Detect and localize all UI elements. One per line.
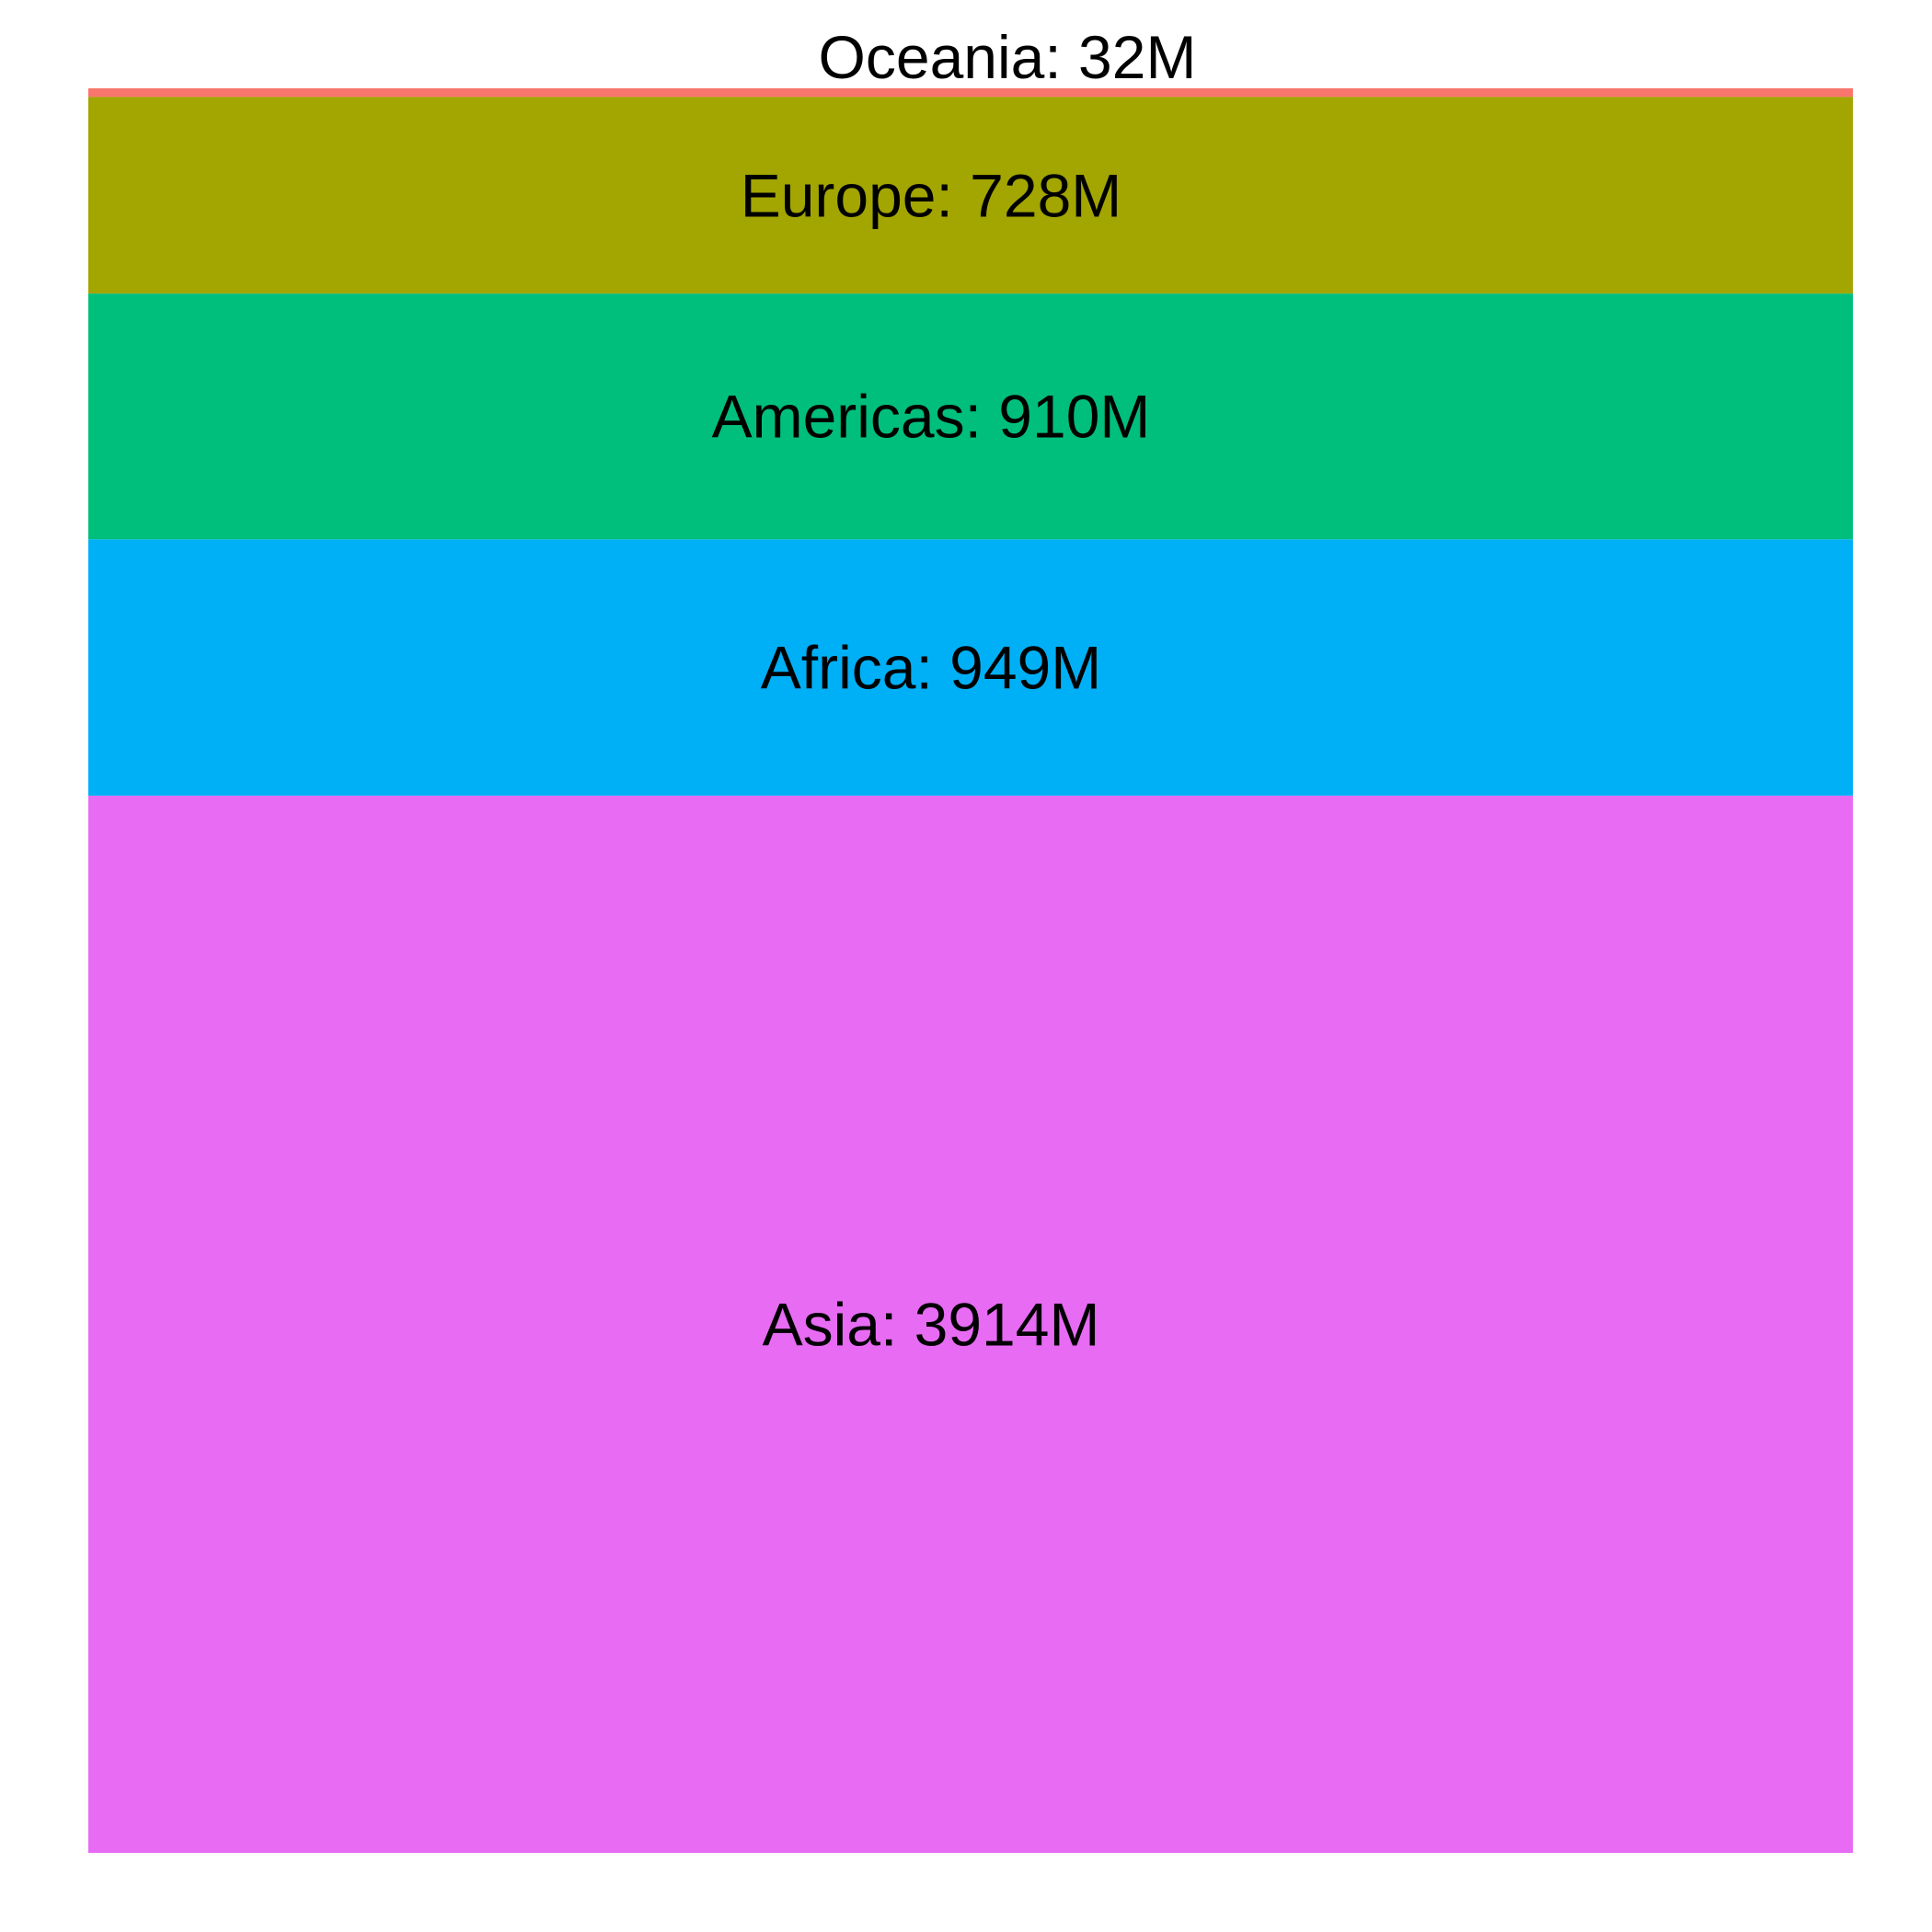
data-label-africa: Africa: 949M (761, 634, 1101, 702)
bar-segment-oceania (88, 88, 1853, 98)
data-label-europe: Europe: 728M (741, 161, 1122, 229)
chart-labels: Oceania: 32M Europe: 728M Americas: 910M Af… (712, 23, 1197, 1358)
data-label-asia: Asia: 3914M (763, 1290, 1100, 1358)
chart-segments (88, 88, 1853, 1853)
bar-segment-americas (88, 293, 1853, 540)
bar-segment-europe (88, 97, 1853, 294)
data-label-oceania: Oceania: 32M (819, 23, 1197, 91)
bar-segment-africa (88, 539, 1853, 796)
data-label-americas: Americas: 910M (712, 383, 1151, 451)
bar-segment-asia (88, 795, 1853, 1853)
